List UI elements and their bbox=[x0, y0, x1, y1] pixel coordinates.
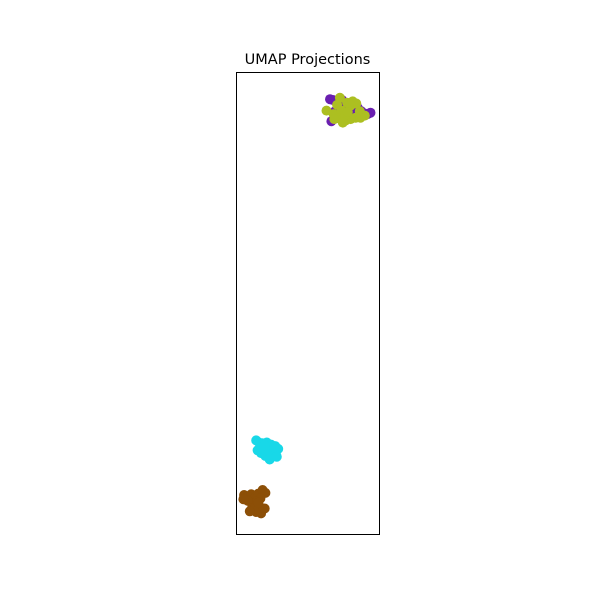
points-layer bbox=[238, 92, 376, 519]
scatter-series-3 bbox=[251, 435, 284, 465]
scatter-point bbox=[238, 494, 249, 505]
scatter-point bbox=[334, 92, 345, 103]
scatter-point bbox=[268, 442, 279, 453]
chart-title: UMAP Projections bbox=[245, 52, 371, 68]
scatter-point bbox=[244, 506, 255, 517]
scatter-point bbox=[342, 107, 353, 117]
scatter-series-2 bbox=[321, 92, 370, 128]
scatter-series-4 bbox=[238, 485, 271, 519]
plot-frame bbox=[236, 72, 380, 535]
scatter-point bbox=[253, 497, 264, 508]
scatter-point bbox=[337, 117, 348, 128]
scatter-point bbox=[259, 440, 270, 451]
scatter-point bbox=[329, 114, 340, 125]
scatter-point bbox=[271, 451, 282, 462]
